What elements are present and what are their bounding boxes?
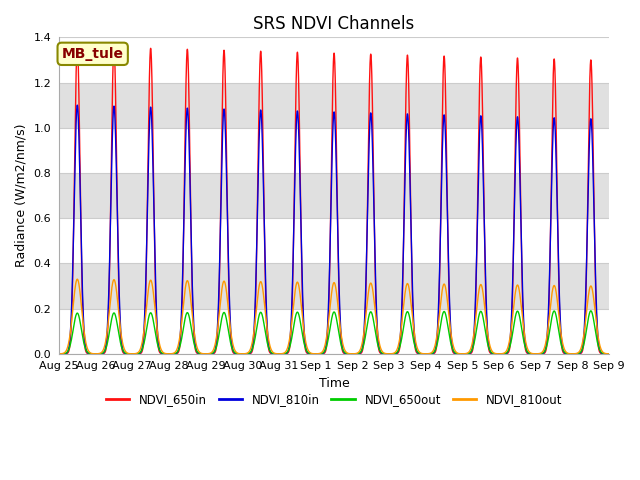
Bar: [59, 83, 609, 128]
Bar: [59, 128, 609, 173]
Y-axis label: Radiance (W/m2/nm/s): Radiance (W/m2/nm/s): [15, 124, 28, 267]
Text: MB_tule: MB_tule: [61, 47, 124, 61]
Bar: [59, 218, 609, 264]
Bar: [59, 264, 609, 309]
X-axis label: Time: Time: [319, 377, 349, 390]
Legend: NDVI_650in, NDVI_810in, NDVI_650out, NDVI_810out: NDVI_650in, NDVI_810in, NDVI_650out, NDV…: [101, 389, 567, 411]
Title: SRS NDVI Channels: SRS NDVI Channels: [253, 15, 415, 33]
Bar: [59, 309, 609, 354]
Bar: [59, 173, 609, 218]
Bar: [59, 37, 609, 83]
